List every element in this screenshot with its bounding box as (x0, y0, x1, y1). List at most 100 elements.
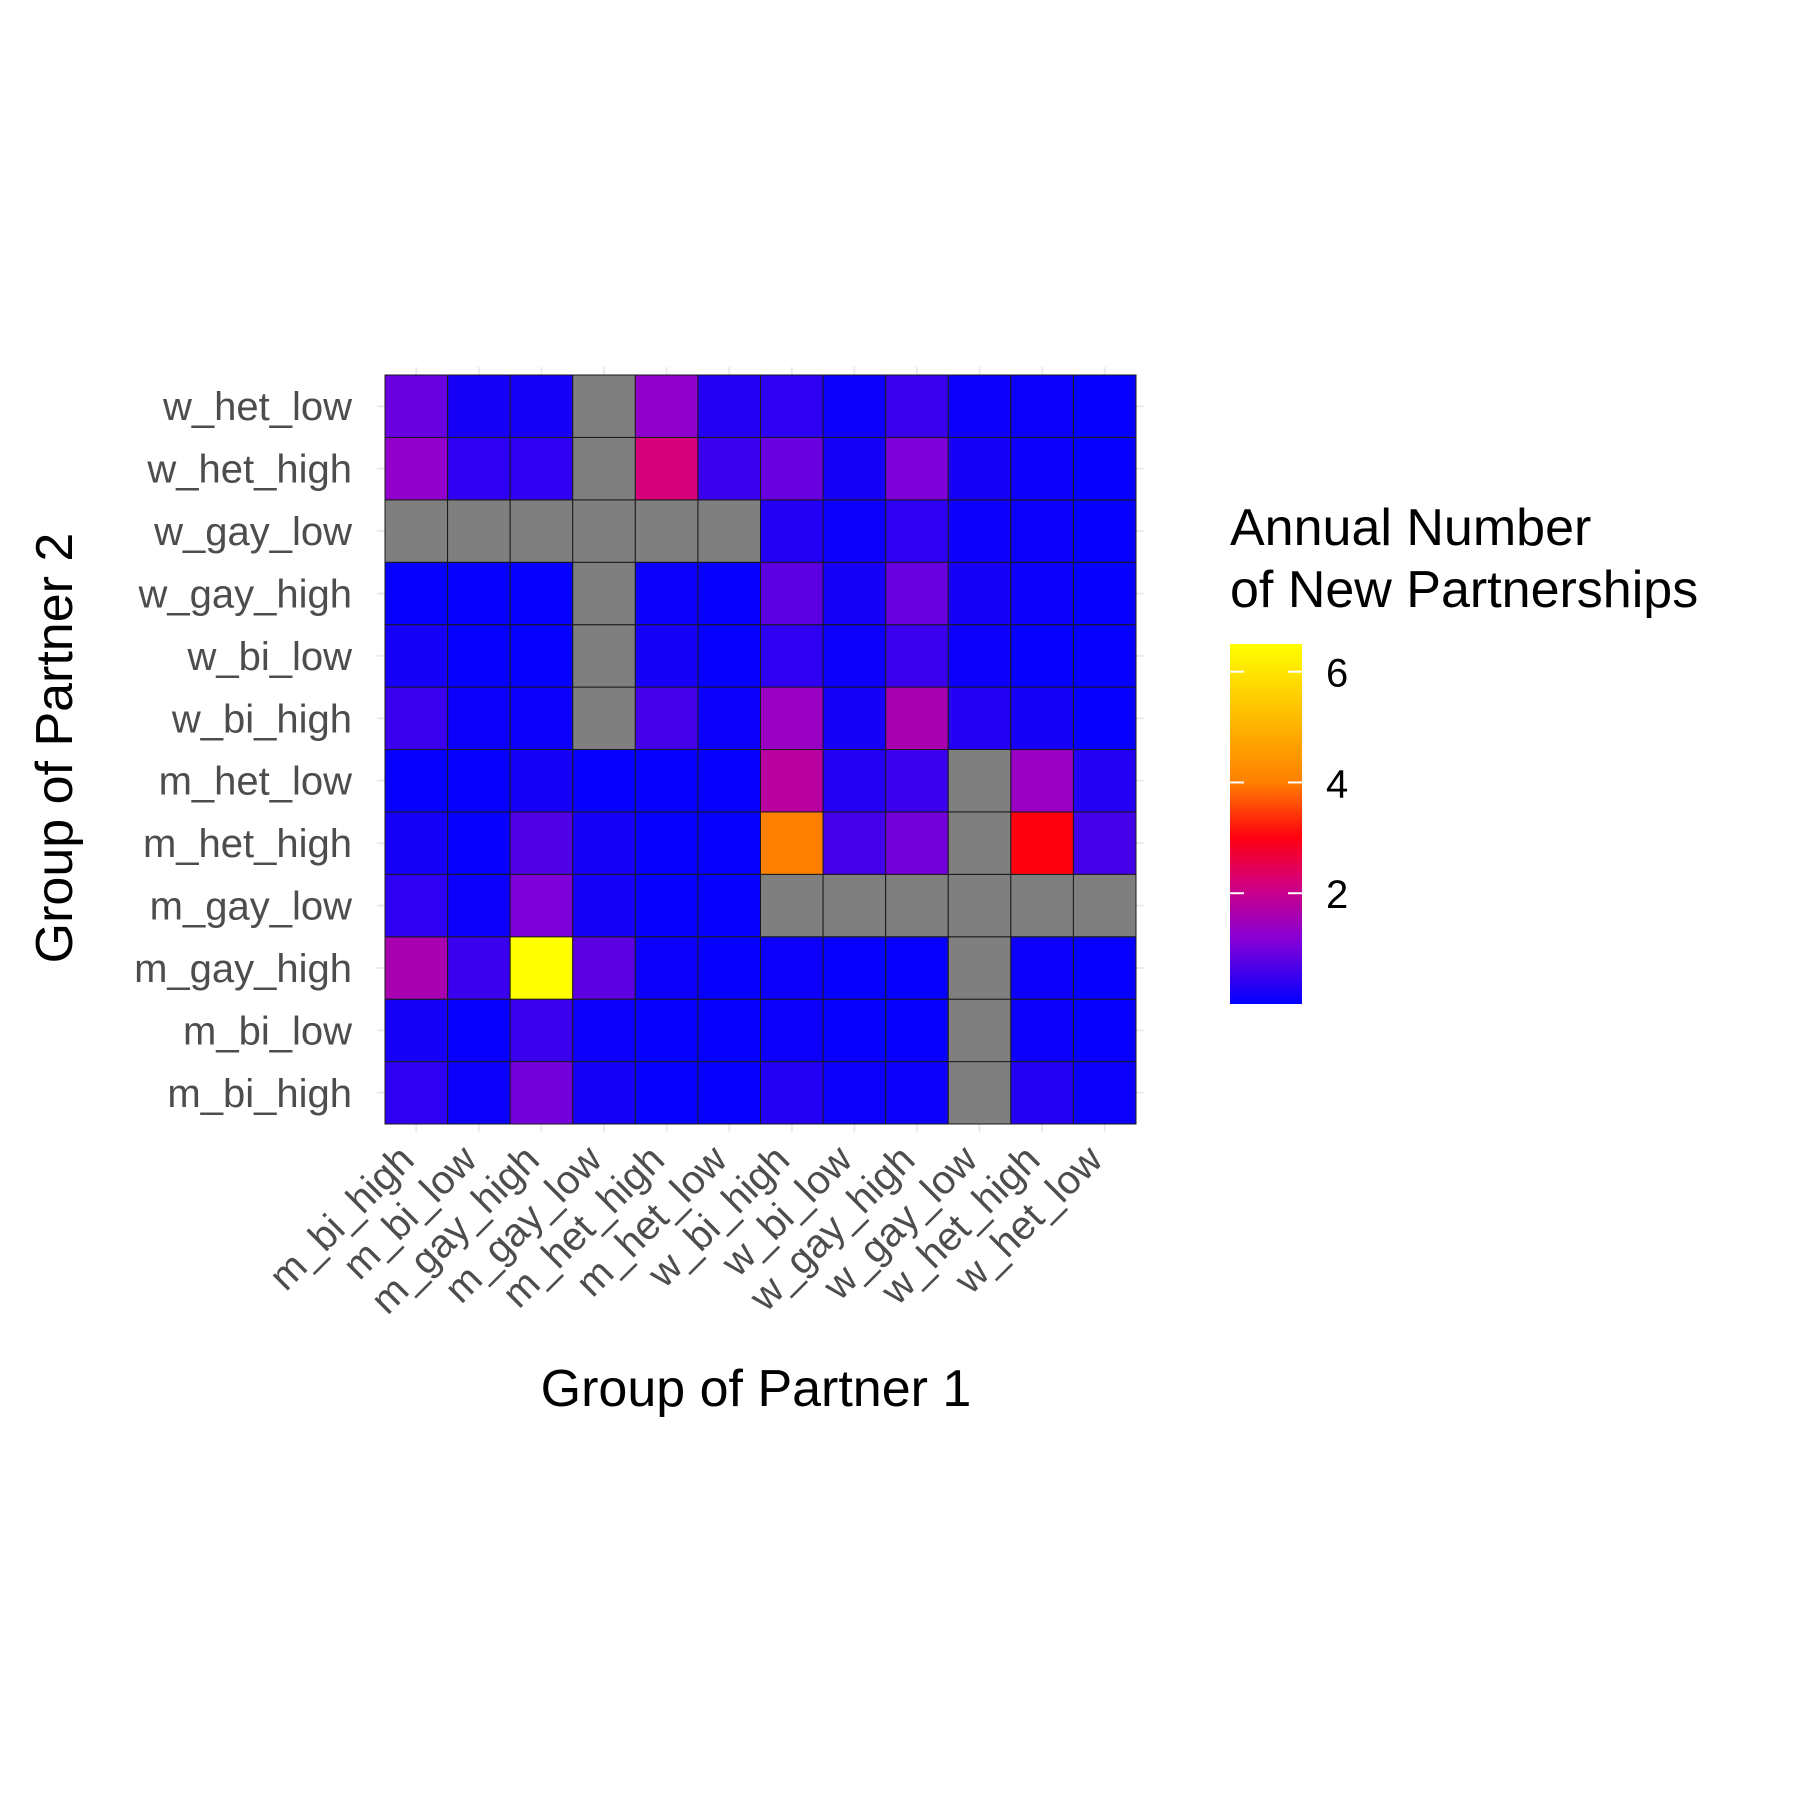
color-legend: Annual Number of New Partnerships 2 4 6 (1230, 499, 1698, 1004)
heatmap-cell-m_het_low-w_het_low (697, 374, 762, 438)
heatmap-cell-w_het_high-m_bi_high (1010, 1061, 1074, 1125)
heatmap-cell-m_gay_high-w_het_low (509, 374, 574, 438)
heatmap-cell-m_het_low-m_bi_high (697, 1061, 762, 1125)
heatmap-cell-w_het_low-w_gay_low (1072, 499, 1137, 563)
heatmap-cell-m_gay_high-w_het_high (509, 436, 574, 501)
heatmap-cell-m_bi_low-m_het_high (447, 811, 511, 875)
heatmap-cell-w_gay_low-m_gay_low (947, 873, 1012, 938)
y-tick-label: m_het_high (143, 822, 352, 866)
legend-tick-label: 2 (1326, 873, 1348, 917)
heatmap-cell-w_gay_high-m_bi_high (885, 1061, 949, 1125)
y-tick-label: w_gay_high (138, 572, 353, 616)
heatmap-cell-m_gay_low-m_gay_high (572, 936, 636, 1000)
heatmap-cell-w_bi_high-w_het_high (760, 436, 824, 501)
heatmap-cell-w_gay_high-m_het_low (885, 749, 949, 813)
heatmap-cell-w_het_low-m_gay_high (1072, 936, 1137, 1000)
heatmap-cell-w_bi_low-m_bi_low (822, 998, 887, 1063)
heatmap-cell-m_het_high-w_bi_low (634, 624, 699, 688)
heatmap-cell-m_gay_low-w_het_low (572, 374, 636, 438)
heatmap-cell-w_bi_low-w_bi_low (822, 624, 887, 688)
heatmap-cell-m_bi_high-w_bi_low (384, 624, 449, 688)
heatmap-cell-w_bi_high-m_gay_high (760, 936, 824, 1000)
y-tick-label: m_het_low (159, 760, 353, 804)
y-tick-label: w_het_high (146, 448, 352, 492)
heatmap-cell-m_het_low-w_het_high (697, 436, 762, 501)
heatmap-cell-m_gay_low-m_bi_low (572, 998, 636, 1063)
heatmap-cell-w_het_low-w_gay_high (1072, 561, 1137, 626)
heatmap-cell-w_gay_high-w_bi_high (885, 686, 949, 750)
heatmap-cells (384, 374, 1137, 1125)
heatmap-cell-w_bi_low-m_gay_high (822, 936, 887, 1000)
heatmap-cell-m_bi_low-w_gay_low (447, 499, 511, 563)
heatmap-cell-w_gay_low-m_gay_high (947, 936, 1012, 1000)
heatmap-cell-w_bi_low-w_het_high (822, 436, 887, 501)
heatmap-cell-m_het_high-m_bi_high (634, 1061, 699, 1125)
heatmap-cell-m_bi_high-m_gay_high (384, 936, 449, 1000)
heatmap-cell-w_bi_high-m_bi_low (760, 998, 824, 1063)
heatmap-cell-w_het_high-w_het_low (1010, 374, 1074, 438)
heatmap-cell-w_gay_high-w_het_low (885, 374, 949, 438)
y-tick-label: m_gay_high (134, 947, 352, 991)
heatmap-cell-w_bi_low-m_het_low (822, 749, 887, 813)
heatmap-cell-m_bi_low-w_gay_high (447, 561, 511, 626)
heatmap-cell-m_het_high-m_het_low (634, 749, 699, 813)
heatmap-cell-m_gay_low-w_het_high (572, 436, 636, 501)
heatmap-cell-m_bi_high-w_het_low (384, 374, 449, 438)
heatmap-cell-w_bi_high-m_het_high (760, 811, 824, 875)
heatmap-cell-m_bi_low-m_bi_low (447, 998, 511, 1063)
x-axis-title: Group of Partner 1 (541, 1360, 972, 1418)
y-axis-title: Group of Partner 2 (26, 533, 84, 964)
legend-title-line-1: Annual Number (1230, 499, 1591, 557)
heatmap-cell-w_het_low-w_het_high (1072, 436, 1137, 501)
heatmap-cell-w_bi_high-w_het_low (760, 374, 824, 438)
heatmap-cell-m_bi_low-m_het_low (447, 749, 511, 813)
heatmap-cell-m_gay_low-w_bi_low (572, 624, 636, 688)
heatmap-cell-w_gay_low-m_bi_low (947, 998, 1012, 1063)
heatmap-cell-m_gay_low-w_gay_high (572, 561, 636, 626)
heatmap-cell-m_bi_high-w_het_high (384, 436, 449, 501)
heatmap-cell-w_het_low-w_bi_low (1072, 624, 1137, 688)
y-tick-label: w_bi_high (171, 697, 352, 741)
heatmap-cell-w_het_low-m_bi_low (1072, 998, 1137, 1063)
heatmap-cell-m_gay_low-m_bi_high (572, 1061, 636, 1125)
heatmap-cell-m_het_low-m_het_high (697, 811, 762, 875)
heatmap-cell-w_gay_low-w_bi_low (947, 624, 1012, 688)
heatmap-cell-w_gay_high-w_bi_low (885, 624, 949, 688)
heatmap-cell-w_bi_low-m_gay_low (822, 873, 887, 938)
y-tick-labels: m_bi_high m_bi_low m_gay_high m_gay_low m_he… (134, 385, 352, 1116)
heatmap-cell-w_gay_low-w_gay_high (947, 561, 1012, 626)
heatmap-cell-m_gay_high-m_gay_low (509, 873, 574, 938)
heatmap-cell-m_bi_low-m_bi_high (447, 1061, 511, 1125)
heatmap-cell-w_het_low-w_bi_high (1072, 686, 1137, 750)
heatmap-cell-m_gay_high-w_gay_low (509, 499, 574, 563)
heatmap-cell-w_gay_high-m_bi_low (885, 998, 949, 1063)
heatmap-cell-m_gay_low-m_het_low (572, 749, 636, 813)
heatmap-cell-w_gay_low-w_het_high (947, 436, 1012, 501)
heatmap-cell-w_gay_low-w_gay_low (947, 499, 1012, 563)
heatmap-cell-w_bi_high-w_bi_high (760, 686, 824, 750)
legend-tick-label: 6 (1326, 652, 1348, 696)
heatmap-cell-m_het_high-w_het_low (634, 374, 699, 438)
y-tick-label: m_gay_low (150, 885, 352, 929)
heatmap-cell-w_het_low-m_het_high (1072, 811, 1137, 875)
heatmap-cell-m_het_low-m_gay_low (697, 873, 762, 938)
heatmap-cell-w_gay_low-w_bi_high (947, 686, 1012, 750)
heatmap-cell-m_bi_low-w_bi_high (447, 686, 511, 750)
heatmap-cell-w_bi_low-m_het_high (822, 811, 887, 875)
heatmap-cell-w_gay_low-m_het_high (947, 811, 1012, 875)
heatmap-cell-w_bi_low-w_bi_high (822, 686, 887, 750)
legend-ticks: 2 4 6 (1230, 652, 1348, 917)
heatmap-cell-w_bi_high-m_bi_high (760, 1061, 824, 1125)
y-tick-label: m_bi_high (167, 1072, 352, 1116)
heatmap-cell-m_bi_low-m_gay_high (447, 936, 511, 1000)
heatmap-cell-m_bi_low-w_het_high (447, 436, 511, 501)
heatmap-cell-m_het_high-m_bi_low (634, 998, 699, 1063)
heatmap-cell-m_het_high-m_gay_high (634, 936, 699, 1000)
heatmap-cell-m_gay_high-m_het_low (509, 749, 574, 813)
heatmap-cell-w_het_high-m_het_high (1010, 811, 1074, 875)
heatmap-cell-m_het_low-w_bi_low (697, 624, 762, 688)
heatmap-cell-w_bi_high-m_gay_low (760, 873, 824, 938)
heatmap-cell-m_gay_high-w_bi_high (509, 686, 574, 750)
heatmap-cell-m_bi_high-m_het_high (384, 811, 449, 875)
heatmap-cell-w_het_high-w_bi_high (1010, 686, 1074, 750)
